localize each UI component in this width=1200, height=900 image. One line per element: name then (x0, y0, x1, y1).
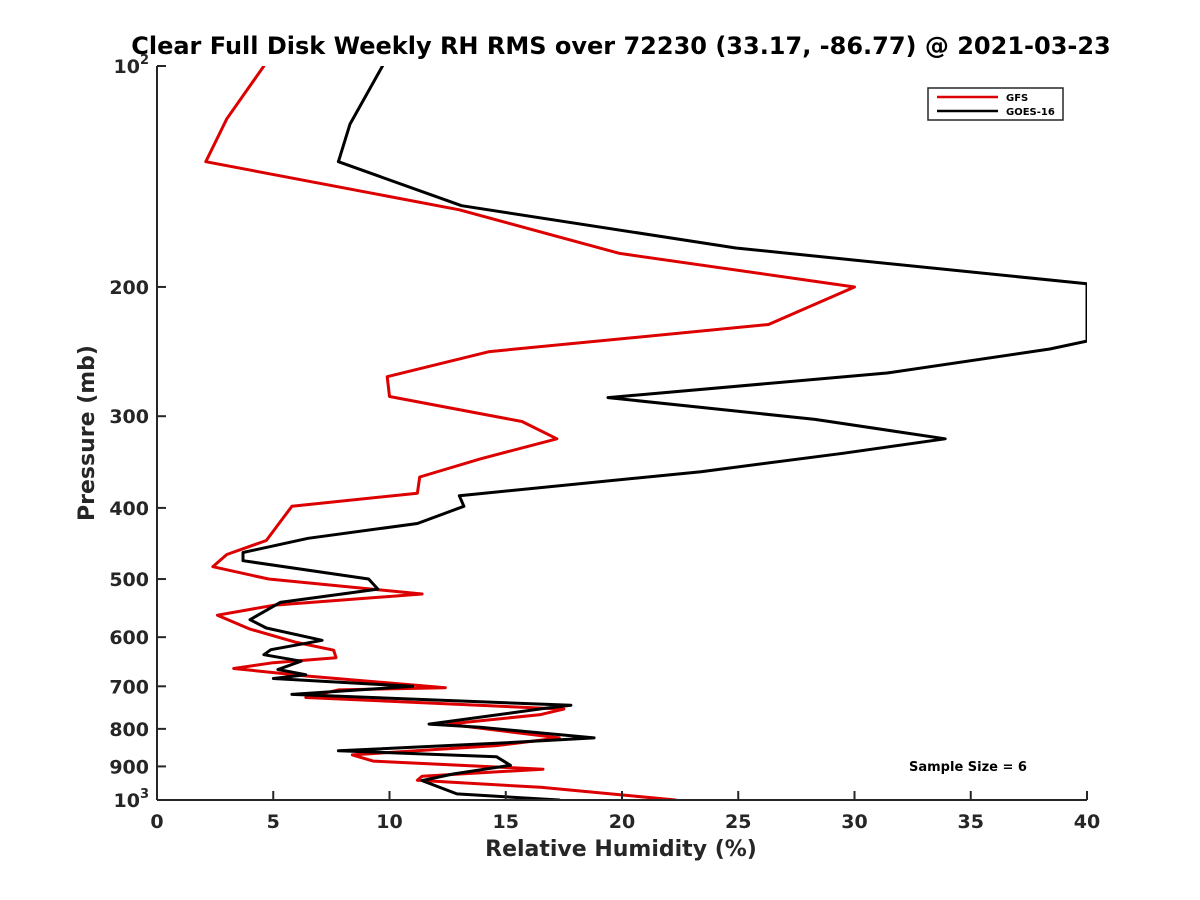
y-tick-label: 102 (114, 53, 150, 78)
series-layer (204, 66, 1087, 800)
y-tick-label: 200 (109, 277, 149, 299)
y-tick-label: 700 (109, 676, 149, 698)
x-tick-label: 5 (267, 811, 280, 833)
axes-layer: 0 5 10 15 20 25 30 35 40 102 200 300 400 500 600 700 800… (109, 53, 1100, 833)
y-tick-label: 500 (109, 569, 149, 591)
x-tick-label: 10 (376, 811, 402, 833)
x-axis-label: Relative Humidity (%) (485, 837, 757, 862)
y-tick-label: 300 (109, 406, 149, 428)
x-tick-label: 40 (1074, 811, 1100, 833)
series-line-goes-16 (241, 66, 1087, 800)
legend-label: GOES-16 (1006, 107, 1055, 118)
sample-size-annotation: Sample Size = 6 (909, 760, 1027, 775)
x-tick-label: 30 (841, 811, 867, 833)
x-tick-label: 20 (609, 811, 635, 833)
y-tick-label: 103 (114, 787, 150, 812)
legend: GFS GOES-16 (927, 87, 1064, 121)
y-axis-label: Pressure (mb) (75, 345, 100, 521)
legend-box (927, 87, 1064, 121)
y-tick-label: 800 (109, 719, 149, 741)
y-tick-label: 600 (109, 627, 149, 649)
x-tick-label: 35 (958, 811, 984, 833)
y-tick-label: 900 (109, 756, 149, 778)
x-tick-label: 15 (493, 811, 519, 833)
y-tick-label: 400 (109, 498, 149, 520)
legend-label: GFS (1006, 93, 1028, 104)
chart-title: Clear Full Disk Weekly RH RMS over 72230… (131, 32, 1111, 60)
x-tick-label: 0 (150, 811, 163, 833)
x-tick-label: 25 (725, 811, 751, 833)
